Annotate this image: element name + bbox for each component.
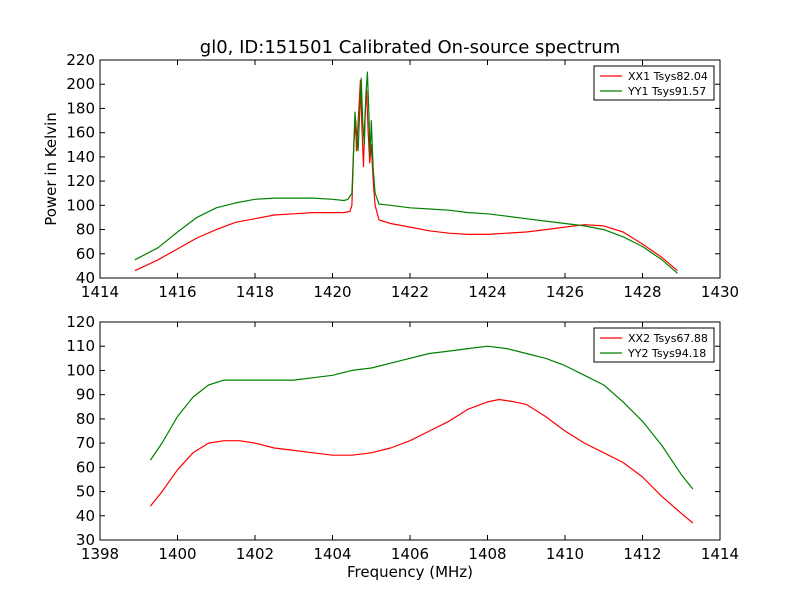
x-tick-label: 1402: [236, 545, 274, 563]
series-line-2: [149, 345, 694, 490]
x-tick-label: 1422: [391, 283, 429, 301]
legend-label: XX2 Tsys67.88: [628, 332, 708, 345]
y-tick-label: 70: [76, 434, 95, 452]
y-tick-label: 220: [66, 51, 95, 69]
x-tick-label: 1424: [468, 283, 506, 301]
y-tick-label: 60: [76, 245, 95, 263]
x-tick-label: 1426: [546, 283, 584, 301]
y-tick-label: 160: [66, 124, 95, 142]
y-axis-label: Power in Kelvin: [42, 112, 60, 226]
y-tick-label: 140: [66, 148, 95, 166]
series-line-1: [149, 398, 694, 524]
x-tick-label: 1404: [313, 545, 351, 563]
legend-box: [593, 65, 715, 101]
chart-panel-1: gl0, ID:151501 Calibrated On-source spec…: [42, 37, 739, 301]
y-tick-label: 40: [76, 269, 95, 287]
x-tick-label: 1414: [81, 283, 119, 301]
y-tick-label: 50: [76, 483, 95, 501]
chart-title: gl0, ID:151501 Calibrated On-source spec…: [200, 37, 620, 58]
y-tick-label: 80: [76, 410, 95, 428]
x-tick-label: 1412: [623, 545, 661, 563]
y-tick-label: 110: [66, 337, 95, 355]
x-tick-label: 1398: [81, 545, 119, 563]
y-tick-label: 100: [66, 196, 95, 214]
x-tick-label: 1428: [623, 283, 661, 301]
y-tick-label: 90: [76, 386, 95, 404]
x-tick-label: 1400: [158, 545, 196, 563]
legend-label: YY2 Tsys94.18: [627, 347, 706, 360]
y-tick-label: 40: [76, 507, 95, 525]
series-line-1: [134, 79, 678, 272]
x-tick-label: 1430: [701, 283, 739, 301]
x-axis-label: Frequency (MHz): [347, 563, 473, 581]
legend: XX2 Tsys67.88 YY2 Tsys94.18: [593, 327, 715, 363]
y-tick-label: 80: [76, 221, 95, 239]
y-tick-label: 100: [66, 361, 95, 379]
legend-label: XX1 Tsys82.04: [628, 70, 708, 83]
chart-panel-2: 1398 1400 1402 1404 1406 1408 1410 1412 1414 30 40…: [66, 313, 739, 581]
y-tick-label: 180: [66, 99, 95, 117]
x-tick-label: 1414: [701, 545, 739, 563]
x-tick-label: 1420: [313, 283, 351, 301]
x-tick-label: 1408: [468, 545, 506, 563]
y-tick-label: 200: [66, 75, 95, 93]
y-tick-label: 120: [66, 172, 95, 190]
y-tick-label: 30: [76, 531, 95, 549]
x-tick-label: 1410: [546, 545, 584, 563]
series-line-2: [134, 71, 678, 274]
x-tick-label: 1418: [236, 283, 274, 301]
legend-box: [593, 327, 715, 363]
legend: XX1 Tsys82.04 YY1 Tsys91.57: [593, 65, 715, 101]
x-tick-label: 1406: [391, 545, 429, 563]
y-tick-label: 120: [66, 313, 95, 331]
x-tick-label: 1416: [158, 283, 196, 301]
y-tick-label: 60: [76, 458, 95, 476]
legend-label: YY1 Tsys91.57: [627, 85, 706, 98]
